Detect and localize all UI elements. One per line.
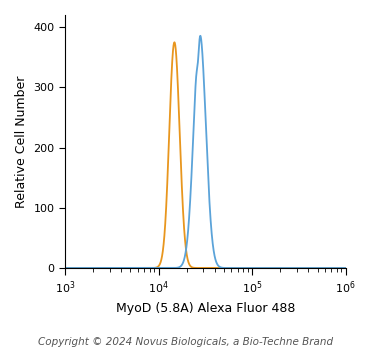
Y-axis label: Relative Cell Number: Relative Cell Number bbox=[15, 75, 28, 208]
Text: Copyright © 2024 Novus Biologicals, a Bio-Techne Brand: Copyright © 2024 Novus Biologicals, a Bi… bbox=[38, 338, 333, 347]
X-axis label: MyoD (5.8A) Alexa Fluor 488: MyoD (5.8A) Alexa Fluor 488 bbox=[116, 302, 295, 315]
